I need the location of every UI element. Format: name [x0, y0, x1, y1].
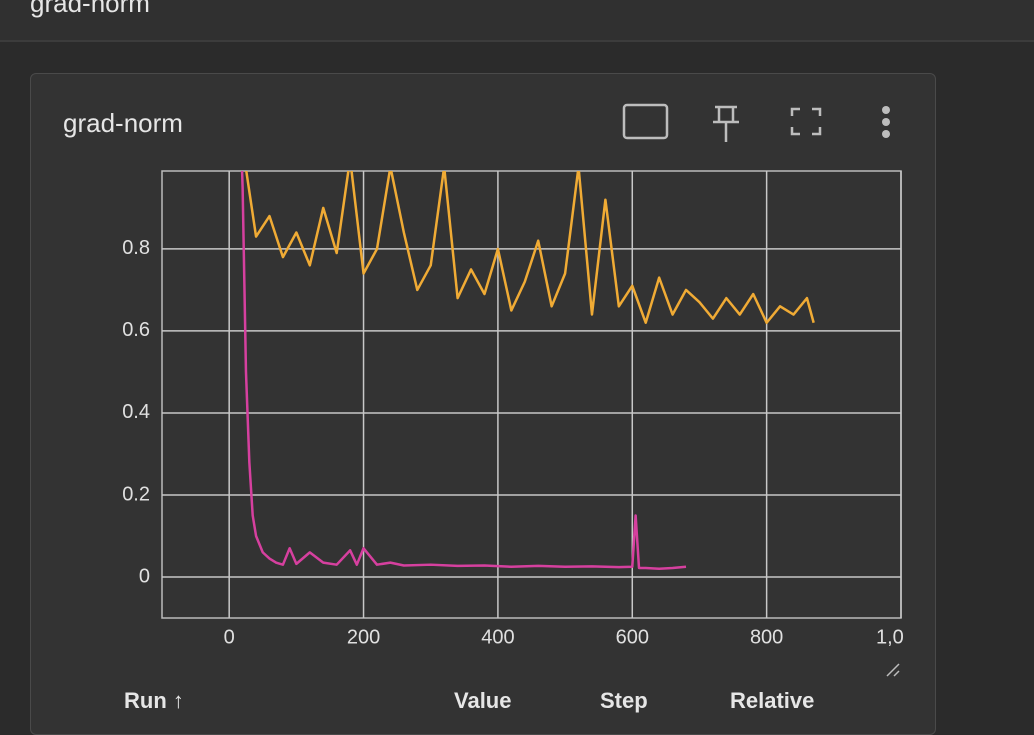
card-title: grad-norm — [63, 108, 183, 138]
x-tick-label: 800 — [750, 626, 783, 648]
column-header[interactable]: Step — [600, 688, 648, 713]
header-title: grad-norm — [30, 0, 150, 18]
x-tick-label: 1,000 — [876, 626, 926, 648]
menu-button[interactable] — [882, 106, 890, 138]
header: grad-norm — [0, 0, 1034, 42]
fullscreen-button[interactable] — [790, 107, 822, 136]
fit-domain-button[interactable] — [622, 103, 669, 140]
plot-frame — [161, 170, 902, 619]
column-header[interactable]: Relative — [730, 688, 815, 713]
y-tick-label: 0.2 — [122, 483, 150, 505]
resize-handle[interactable] — [886, 663, 900, 677]
column-header[interactable]: Value — [454, 688, 512, 713]
x-tick-label: 400 — [481, 626, 514, 648]
column-header[interactable]: Run ↑ — [124, 688, 184, 713]
toolbar — [622, 103, 900, 677]
y-tick-label: 0.4 — [122, 401, 150, 423]
y-tick-label: 0.6 — [122, 319, 150, 341]
x-tick-label: 200 — [347, 626, 380, 648]
series-line — [240, 171, 687, 571]
series-line — [245, 171, 815, 324]
y-tick-label: 0 — [139, 565, 150, 587]
chart: 0 200 400 600 800 1,000 0 0.2 0.4 0.6 0.8 — [122, 103, 926, 677]
x-tick-label: 600 — [616, 626, 649, 648]
y-tick-label: 0.8 — [122, 237, 150, 259]
card — [30, 73, 936, 735]
x-tick-label: 0 — [224, 626, 235, 648]
pin-button[interactable] — [713, 105, 739, 142]
